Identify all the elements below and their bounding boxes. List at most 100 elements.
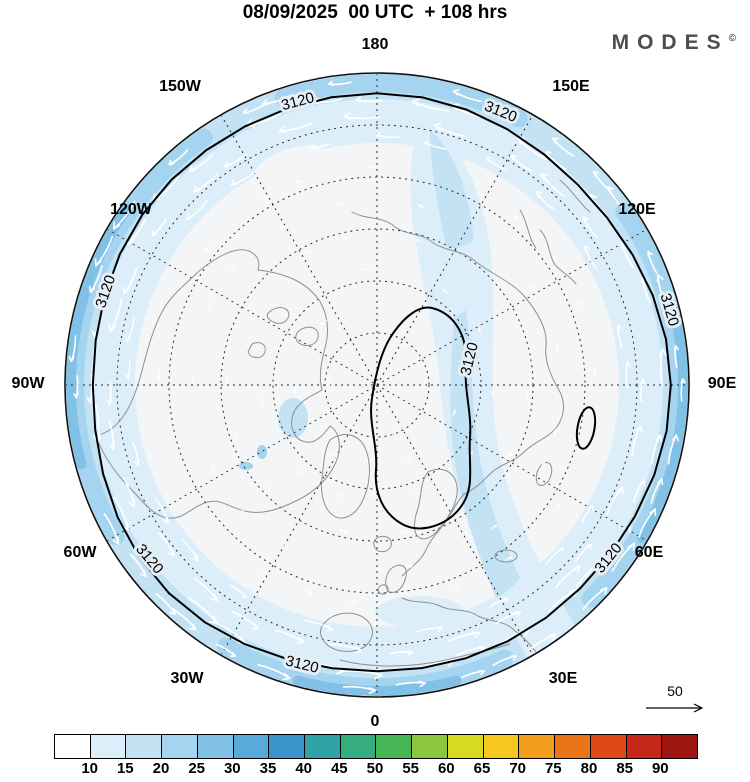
wind-arrow [581,505,594,523]
wind-arrow [304,590,313,595]
wind-arrow [177,287,183,295]
wind-arrow [225,375,229,384]
wind-arrow [488,597,509,609]
wind-reference-arrow [646,703,704,713]
wind-arrow [123,477,135,508]
wind-arrow [423,140,447,150]
wind-arrow [540,173,565,197]
wind-arrow [327,80,352,86]
wind-arrow [632,479,646,504]
wind-arrow [404,564,413,568]
wind-arrow [208,301,214,309]
wind-arrow [320,319,327,326]
wind-arrow [257,663,291,681]
colorbar-tick-label: 30 [223,760,241,777]
wind-arrow [279,224,287,229]
wind-arrow [415,238,423,243]
wind-arrow [342,685,376,694]
height-contour-3120-ring [91,92,672,673]
coastline-arctic-island-3 [247,342,266,359]
wind-arrow [155,497,169,524]
colorbar-tick-label: 40 [295,760,313,777]
coastline-iberia [319,612,373,652]
wind-arrow [353,339,361,343]
wind-arrow [551,137,575,157]
wind-arrow [328,643,363,654]
wind-arrow [415,626,443,633]
wind-arrow [673,345,679,369]
longitude-label-150w: 150W [159,78,201,95]
height-contour-3120-small [575,406,597,450]
coastline-kamchatka [519,209,537,249]
colorbar-tick-label: 15 [116,760,134,777]
shade-swath-core-top [430,130,474,248]
wind-arrow [592,170,610,191]
wind-arrow [544,151,567,171]
wind-arrow [377,301,386,305]
wind-arrow [485,157,508,171]
wind-arrow [204,245,210,252]
colorbar-cell [555,735,591,758]
wind-arrow [140,542,163,574]
colorbar [54,734,698,759]
wind-arrow [484,100,516,118]
wind-arrow [509,154,533,172]
height-contour-3120-closed [370,306,472,530]
longitude-label-30e: 30E [548,670,578,687]
wind-arrow [172,608,197,631]
wind-arrow [647,250,658,274]
wind-arrow [103,513,120,545]
coastline-europe-south [401,597,537,653]
wind-arrow [395,680,426,688]
wind-arrow [363,267,372,271]
polar-stereographic-map: 3120 3120 3120 3120 3120 3120 3120 3120 … [64,72,704,713]
shade-lake [257,445,267,459]
wind-reference-value: 50 [667,683,683,699]
colorbar-cell [90,735,127,758]
wind-arrow [423,378,427,387]
coastline-arctic-island-2 [266,307,290,324]
wind-arrow [411,98,450,112]
wind-arrow [394,426,403,430]
wind-arrow [262,195,270,200]
wind-arrow [506,452,512,460]
coastline-north-africa [339,643,511,667]
wind-arrow [233,429,237,438]
colorbar-tick-label: 75 [544,760,562,777]
wind-arrow [659,348,668,387]
colorbar-cell [340,735,377,758]
colorbar-tick-label: 20 [152,760,170,777]
graticule [66,74,688,696]
wind-arrow [186,200,208,221]
wind-arrow [326,379,331,387]
coastline-siberia [351,211,564,495]
wind-arrow [303,619,334,632]
height-contours [91,92,672,673]
wind-arrow [373,567,382,571]
wind-arrow [505,556,512,562]
coastline-black-sea [494,549,518,563]
wind-arrow [401,343,408,349]
coastline-caspian [535,461,553,487]
wind-arrow [295,179,303,183]
colorbar-tick-label: 25 [188,760,206,777]
wind-arrow [229,584,247,598]
wind-arrow [86,374,94,404]
shade-swath [410,118,576,660]
longitude-label-150e: 150E [552,78,590,95]
wind-arrow [492,655,517,667]
wind-arrow [374,132,401,139]
coastline-japan [559,179,591,213]
shade-great-lakes [239,462,253,470]
longitude-label-90w: 90W [11,375,45,392]
coastline-britain [385,564,407,593]
wind-arrow [574,543,592,563]
brand-mark: © [728,33,736,44]
shade-arc-deep [66,204,132,470]
wind-arrow [246,304,251,311]
wind-arrow [528,633,557,651]
wind-arrow [342,236,351,240]
wind-arrow [274,629,305,644]
wind-arrow [155,593,176,615]
wind-arrow [582,586,608,611]
